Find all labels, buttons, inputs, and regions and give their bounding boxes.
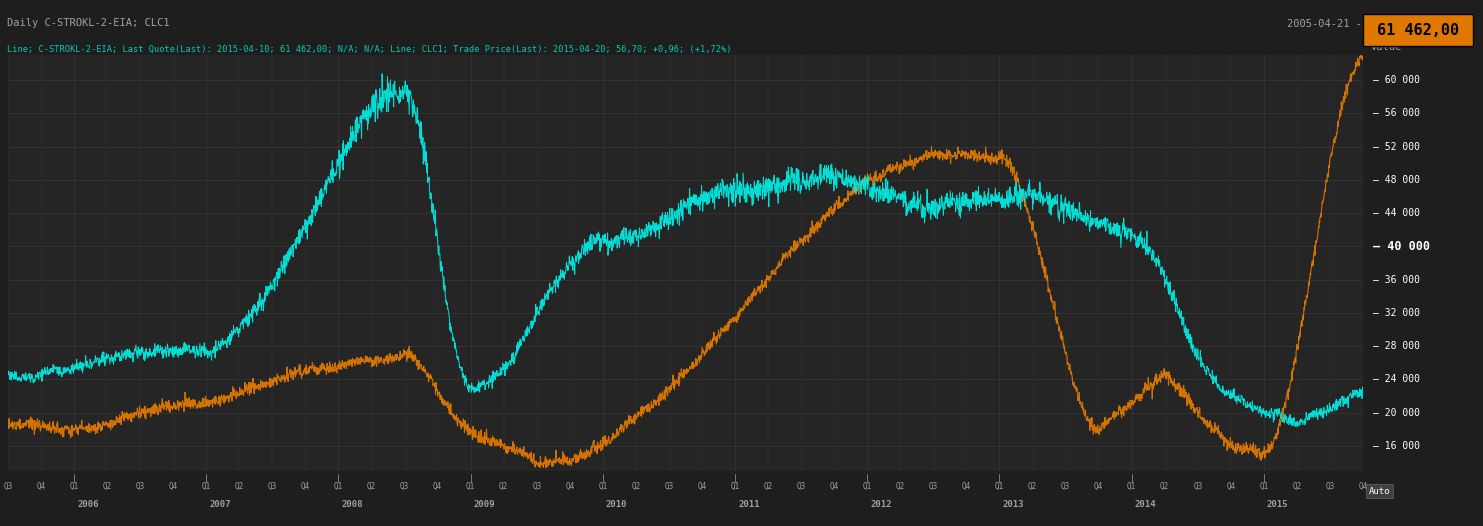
Text: Q4: Q4 <box>565 481 574 491</box>
Text: Q1: Q1 <box>70 481 79 491</box>
Text: Q2: Q2 <box>1292 481 1302 491</box>
Text: – 20 000: – 20 000 <box>1373 408 1419 418</box>
Text: Q2: Q2 <box>500 481 509 491</box>
Text: Q2: Q2 <box>1028 481 1037 491</box>
Text: Q1: Q1 <box>334 481 343 491</box>
Text: Q2: Q2 <box>896 481 905 491</box>
Text: 2012: 2012 <box>871 500 891 509</box>
Text: Q2: Q2 <box>1160 481 1169 491</box>
Text: Q4: Q4 <box>37 481 46 491</box>
Text: Q4: Q4 <box>1094 481 1103 491</box>
Text: – 56 000: – 56 000 <box>1373 108 1419 118</box>
Text: Q1: Q1 <box>466 481 476 491</box>
Text: Q4: Q4 <box>1358 481 1367 491</box>
Text: Q4: Q4 <box>301 481 310 491</box>
Text: Q3: Q3 <box>928 481 937 491</box>
Text: Q3: Q3 <box>135 481 145 491</box>
Text: 2005-04-21 - 2015-11-01 (STO): 2005-04-21 - 2015-11-01 (STO) <box>1287 18 1468 28</box>
Text: Daily C-STROKL-2-EIA; CLC1: Daily C-STROKL-2-EIA; CLC1 <box>7 18 171 28</box>
Text: Q1: Q1 <box>1259 481 1268 491</box>
Text: Q3: Q3 <box>1326 481 1335 491</box>
Text: – 52 000: – 52 000 <box>1373 141 1419 151</box>
Text: Q2: Q2 <box>102 481 111 491</box>
Text: Q2: Q2 <box>366 481 377 491</box>
Text: Q4: Q4 <box>829 481 839 491</box>
Text: 2007: 2007 <box>209 500 231 509</box>
Text: – 48 000: – 48 000 <box>1373 175 1419 185</box>
Text: Line; C-STROKL-2-EIA; Last Quote(Last): 2015-04-10; 61 462,00; N/A; N/A; Line; C: Line; C-STROKL-2-EIA; Last Quote(Last): … <box>7 45 733 54</box>
Text: – 16 000: – 16 000 <box>1373 441 1419 451</box>
Text: – 60 000: – 60 000 <box>1373 75 1419 85</box>
Text: 2006: 2006 <box>77 500 98 509</box>
Text: Auto: Auto <box>1369 487 1391 496</box>
Text: – 28 000: – 28 000 <box>1373 341 1419 351</box>
Text: Q1: Q1 <box>731 481 740 491</box>
Text: Q3: Q3 <box>400 481 409 491</box>
Text: Q3: Q3 <box>268 481 277 491</box>
Text: Q4: Q4 <box>433 481 442 491</box>
Text: – 32 000: – 32 000 <box>1373 308 1419 318</box>
Text: 2011: 2011 <box>739 500 759 509</box>
Text: 61 462,00: 61 462,00 <box>1378 23 1459 38</box>
Text: Q1: Q1 <box>202 481 211 491</box>
Text: Q2: Q2 <box>632 481 641 491</box>
Text: Q2: Q2 <box>234 481 245 491</box>
Text: Value: Value <box>1370 43 1401 53</box>
Text: Q2: Q2 <box>764 481 773 491</box>
Text: 2014: 2014 <box>1134 500 1157 509</box>
Text: Q4: Q4 <box>169 481 178 491</box>
Text: – 40 000: – 40 000 <box>1373 240 1430 253</box>
Text: Q1: Q1 <box>863 481 872 491</box>
Text: Q3: Q3 <box>3 481 13 491</box>
Text: Q4: Q4 <box>697 481 706 491</box>
Text: Q3: Q3 <box>796 481 805 491</box>
Text: – 24 000: – 24 000 <box>1373 375 1419 385</box>
Text: Q1: Q1 <box>598 481 608 491</box>
Text: Q1: Q1 <box>995 481 1004 491</box>
Text: Q3: Q3 <box>1060 481 1071 491</box>
Text: – 36 000: – 36 000 <box>1373 275 1419 285</box>
Text: Q1: Q1 <box>1127 481 1136 491</box>
Text: 2015: 2015 <box>1266 500 1289 509</box>
Text: Q4: Q4 <box>1226 481 1235 491</box>
Text: 2009: 2009 <box>473 500 495 509</box>
Text: 2013: 2013 <box>1003 500 1023 509</box>
Text: Q3: Q3 <box>1194 481 1203 491</box>
Text: Q3: Q3 <box>664 481 673 491</box>
Text: 2010: 2010 <box>607 500 627 509</box>
Text: 2008: 2008 <box>341 500 363 509</box>
Text: – 44 000: – 44 000 <box>1373 208 1419 218</box>
Text: Q4: Q4 <box>962 481 971 491</box>
Text: Q3: Q3 <box>532 481 541 491</box>
